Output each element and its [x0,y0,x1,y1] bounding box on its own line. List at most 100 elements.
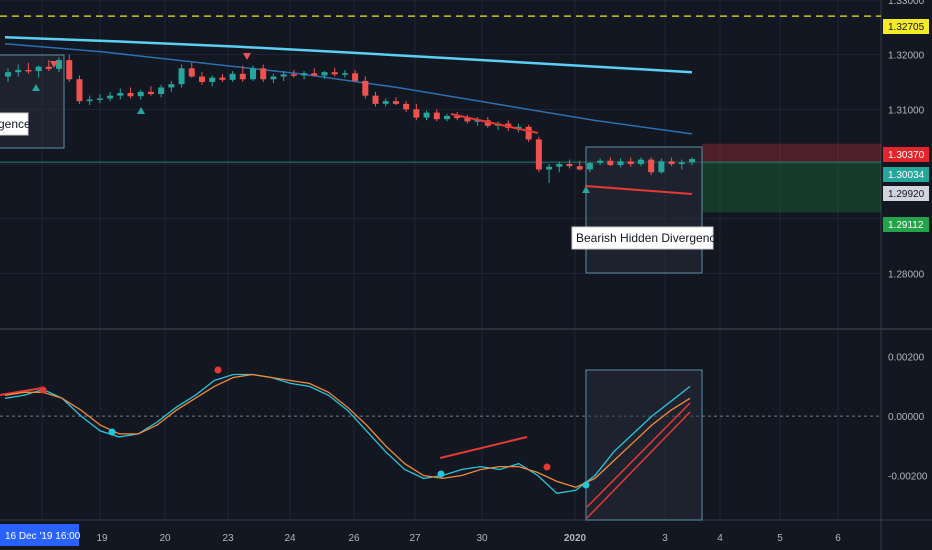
candle-body [35,66,42,72]
candle-body [454,115,461,119]
macd-tick-label: 0.00200 [888,353,925,364]
candle-body [423,112,430,118]
candle-body [321,72,328,76]
candle-body [198,76,205,82]
time-tick-label: 26 [348,533,360,544]
candle-body [566,164,573,167]
time-tick-label: 6 [835,533,841,544]
annotation-right: Bearish Hidden Divergence [571,226,722,250]
macd-pivot-dot [582,481,590,489]
time-tick-label: 5 [777,533,783,544]
candle-body [117,92,124,96]
time-tick-label: 3 [662,533,668,544]
candle-body [658,161,665,173]
price-tag-label: 1.32705 [888,22,925,33]
price-tag-label: 1.30370 [888,150,925,161]
macd-pivot-dot [437,470,445,478]
annotation-left: gence [0,112,31,136]
price-tick-label: 1.33000 [888,0,925,7]
candle-body [239,73,246,80]
macd-divergence-box [585,369,703,521]
candle-body [76,79,83,102]
candle-body [627,161,634,164]
price-axis: 1.33000 1.32000 1.31000 1.28000 0.00200 0.000… [888,0,928,482]
time-tick-label: 23 [222,533,234,544]
candle-body [270,76,277,80]
macd-tick-label: 0.00000 [888,412,925,423]
price-tag [883,167,929,182]
price-tag [883,147,929,162]
candle-body [678,162,685,164]
candle-body [443,115,450,120]
time-tick-label: 2020 [564,533,587,544]
candle-body [382,101,389,104]
candle-body [301,73,308,76]
macd-tick-label: -0.00200 [888,471,928,482]
pivot-low-marker [137,107,145,114]
candle-body [280,74,287,77]
candle-body [96,98,103,100]
candle-body [168,84,175,88]
time-tick-label: 19 [96,533,108,544]
price-tag-label: 1.30034 [888,170,925,181]
time-tick-label: 20 [159,533,171,544]
ema-slow-line [4,42,693,135]
candle-body [5,72,11,77]
candle-body [546,166,553,170]
price-tick-label: 1.32000 [888,51,925,62]
price-tags: 1.32705 1.30370 1.30034 1.29920 1.29112 [883,19,929,232]
candle-body [637,159,644,164]
pivot-low-marker [582,186,590,193]
candle-body [158,87,165,95]
time-tick-label: 30 [476,533,488,544]
candle-body [689,159,695,163]
candle-body [229,73,236,80]
macd-pivot-dot [39,386,47,394]
candle-body [464,118,471,122]
macd-divergence-line [439,436,528,459]
candle-body [290,74,297,76]
macd-channel-upper [586,402,691,508]
price-tag-label: 1.29920 [888,189,925,200]
candle-body [15,69,22,73]
price-tag [883,217,929,232]
candlestick-series [5,54,695,184]
time-tick-label: 4 [717,533,723,544]
candle-body [178,68,185,85]
divergence-lines [0,113,693,519]
target-zone [702,162,881,213]
macd-line [4,373,691,494]
candle-body [341,73,348,75]
candle-body [147,91,154,95]
candle-body [86,99,93,102]
candle-body [648,159,655,173]
candle-body [107,95,114,99]
moving-averages [4,35,693,135]
candle-body [474,120,481,122]
candle-body [331,72,338,75]
candle-body [597,160,604,163]
price-tag [883,19,929,34]
candle-body [127,92,134,97]
candle-body [66,60,73,80]
candle-body [372,95,379,104]
candle-body [433,112,440,120]
stop-zone [702,143,881,163]
candle-body [311,73,318,76]
annotation-boxes [0,54,703,521]
candle-body [525,126,532,140]
candle-body [535,139,542,170]
price-tag-label: 1.29112 [888,220,924,231]
candle-body [586,162,593,170]
candle-body [403,103,410,110]
macd-left-divergence-line [0,387,43,396]
pivot-high-marker [50,61,58,68]
price-tick-label: 1.31000 [888,105,925,116]
candle-body [392,101,399,104]
price-tick-label: 1.28000 [888,269,925,280]
annotation-right-label: Bearish Hidden Divergence [576,231,722,245]
pivot-markers [32,53,590,193]
candle-body [556,164,563,167]
time-axis: 16 Dec '19 16:00 19 20 23 24 26 27 30 2020 3 4 5 6 [0,524,841,546]
